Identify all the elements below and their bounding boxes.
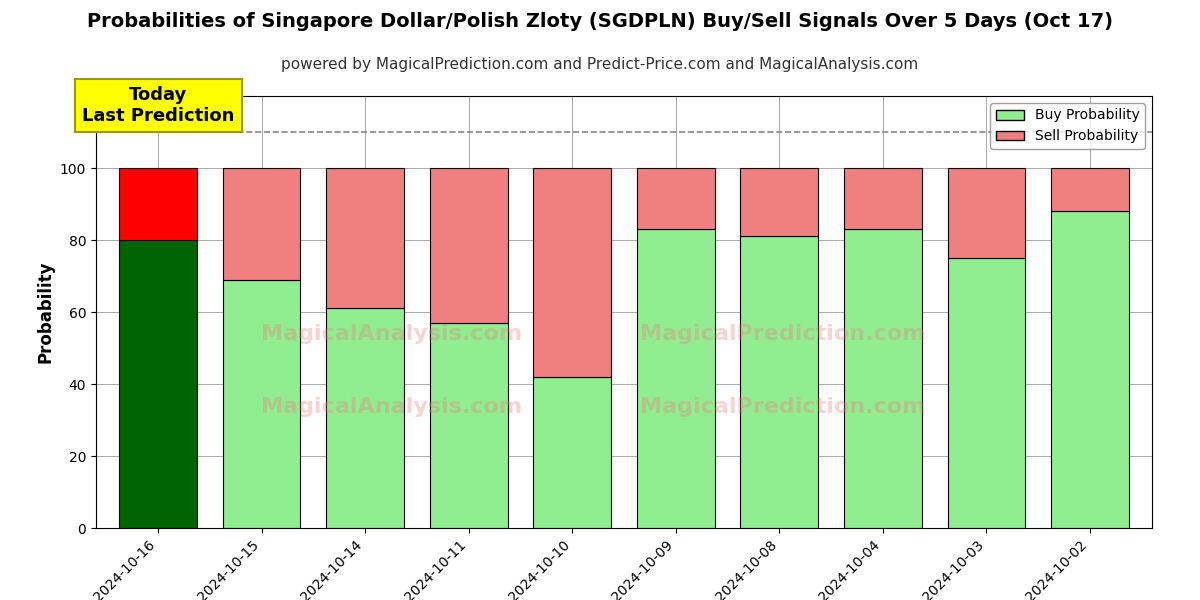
- Bar: [740, 168, 818, 236]
- Bar: [637, 168, 714, 229]
- Bar: [534, 168, 611, 377]
- Bar: [326, 308, 404, 528]
- Text: Today
Last Prediction: Today Last Prediction: [82, 86, 234, 125]
- Bar: [1051, 211, 1129, 528]
- Bar: [637, 229, 714, 528]
- Text: MagicalPrediction.com: MagicalPrediction.com: [640, 323, 925, 344]
- Bar: [844, 229, 922, 528]
- Bar: [534, 377, 611, 528]
- Bar: [326, 168, 404, 308]
- Bar: [119, 168, 197, 240]
- Text: MagicalAnalysis.com: MagicalAnalysis.com: [262, 397, 522, 417]
- Bar: [119, 240, 197, 528]
- Text: MagicalAnalysis.com: MagicalAnalysis.com: [262, 323, 522, 344]
- Text: Probabilities of Singapore Dollar/Polish Zloty (SGDPLN) Buy/Sell Signals Over 5 : Probabilities of Singapore Dollar/Polish…: [88, 12, 1114, 31]
- Bar: [948, 168, 1025, 258]
- Bar: [430, 323, 508, 528]
- Bar: [430, 168, 508, 323]
- Bar: [223, 168, 300, 280]
- Y-axis label: Probability: Probability: [36, 261, 54, 363]
- Legend: Buy Probability, Sell Probability: Buy Probability, Sell Probability: [990, 103, 1145, 149]
- Bar: [844, 168, 922, 229]
- Bar: [1051, 168, 1129, 211]
- Text: powered by MagicalPrediction.com and Predict-Price.com and MagicalAnalysis.com: powered by MagicalPrediction.com and Pre…: [281, 57, 919, 72]
- Text: MagicalPrediction.com: MagicalPrediction.com: [640, 397, 925, 417]
- Bar: [223, 280, 300, 528]
- Bar: [740, 236, 818, 528]
- Bar: [948, 258, 1025, 528]
